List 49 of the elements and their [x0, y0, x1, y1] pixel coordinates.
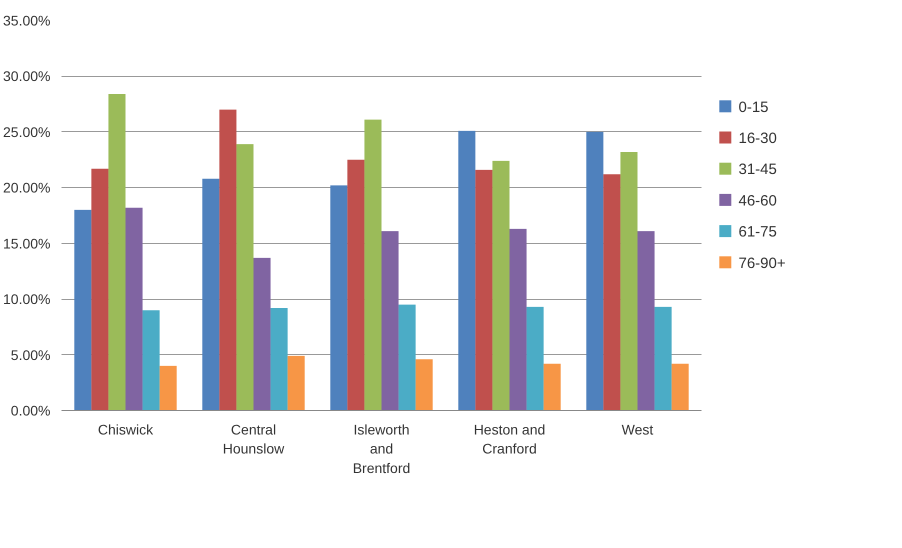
bar [586, 132, 604, 410]
x-tick-label: West [622, 422, 654, 438]
bar [108, 94, 126, 410]
legend-label: 0-15 [738, 98, 769, 116]
x-tick-label: Isleworth and Brentford [352, 422, 410, 476]
y-tick-label: 25.00% [3, 124, 50, 140]
bar [620, 152, 638, 410]
bar [330, 185, 348, 410]
bar [288, 356, 305, 410]
bar [347, 160, 364, 410]
legend-label: 61-75 [738, 224, 777, 241]
bar [603, 174, 620, 410]
bar [544, 364, 561, 410]
bar [398, 304, 416, 410]
bar [526, 306, 544, 410]
x-tick-label: Heston and Cranford [474, 422, 546, 457]
y-tick-label: 0.00% [10, 402, 51, 418]
y-tick-label: 20.00% [3, 180, 50, 196]
legend-label: 31-45 [738, 161, 777, 178]
y-tick-label: 10.00% [3, 291, 50, 308]
bar [202, 178, 220, 410]
bar [654, 306, 672, 410]
legend-label: 16-30 [738, 130, 777, 147]
x-tick-label: Chiswick [98, 422, 154, 438]
bar [672, 364, 689, 410]
bar [126, 208, 143, 410]
bar [236, 144, 254, 410]
bar [492, 160, 510, 410]
bar [382, 231, 399, 410]
bar [219, 110, 236, 410]
y-tick-label: 30.00% [3, 68, 50, 84]
bar [91, 168, 108, 410]
legend-label: 76-90+ [738, 254, 786, 272]
bar [475, 170, 492, 410]
bar [416, 359, 433, 410]
bar [254, 258, 271, 410]
bar [364, 120, 382, 410]
bar [510, 228, 527, 410]
x-tick-label: Central Hounslow [222, 422, 286, 457]
bar [458, 130, 476, 410]
bar [160, 366, 177, 410]
bar [74, 210, 92, 410]
bar [638, 231, 655, 410]
bar [270, 308, 288, 410]
y-tick-label: 35.00% [3, 12, 50, 28]
y-tick-label: 15.00% [3, 235, 50, 252]
y-tick-label: 5.00% [10, 346, 51, 363]
legend-label: 46-60 [738, 192, 777, 210]
bar [142, 310, 160, 410]
